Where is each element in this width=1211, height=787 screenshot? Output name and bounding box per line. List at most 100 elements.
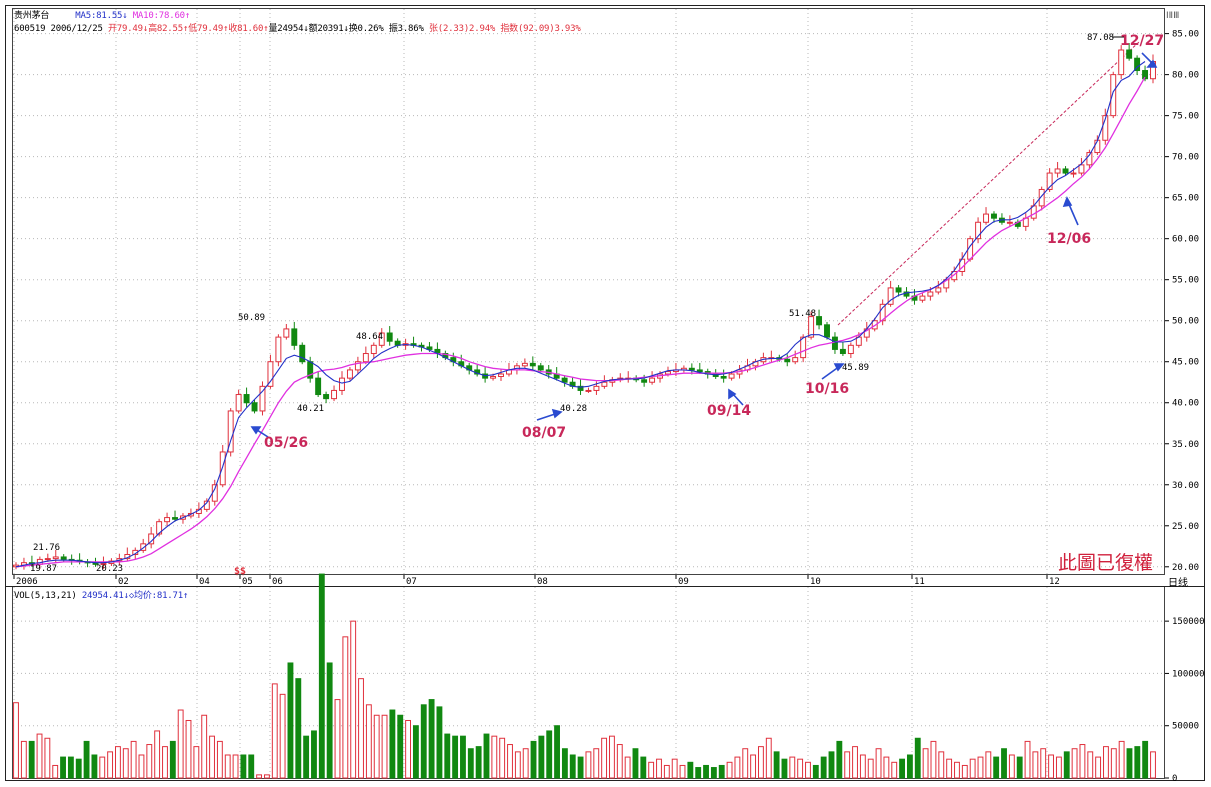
- volume-bar: [389, 709, 396, 779]
- candle: [831, 336, 838, 350]
- candle: [140, 543, 147, 551]
- volume-bar: [530, 740, 537, 779]
- volume-bars: [13, 573, 1156, 779]
- x-tick-label: 12: [1049, 577, 1060, 587]
- volume-bar: [805, 761, 811, 779]
- volume-bar: [703, 764, 709, 779]
- volume-bar: [671, 758, 678, 779]
- arrowhead-0807: [551, 408, 563, 419]
- price-label-20.23: 20.23: [96, 564, 123, 574]
- candle: [251, 402, 258, 412]
- volume-bar: [750, 754, 757, 779]
- volume-bar: [154, 730, 161, 779]
- candle: [235, 394, 242, 412]
- volume-bar: [162, 746, 168, 779]
- volume-bar: [640, 756, 647, 779]
- candle: [1086, 152, 1093, 166]
- volume-bar: [577, 756, 584, 779]
- candle: [847, 344, 854, 355]
- volume-bar: [1087, 751, 1094, 779]
- y-tick-label: 40.00: [1172, 399, 1199, 409]
- y-tick-label: 85.00: [1172, 30, 1199, 40]
- date-axis: 2006 02 04 05 06 07 08 09 10 11 12: [13, 575, 1060, 587]
- price-label-51.48: 51.48: [789, 309, 816, 319]
- volume-bar: [616, 744, 623, 779]
- volume-bar: [1063, 751, 1070, 779]
- candle: [291, 328, 298, 346]
- ma10-value: MA10:78.60↑: [132, 11, 191, 21]
- volume-bar: [420, 704, 427, 779]
- candle: [299, 344, 306, 363]
- volume-bar: [122, 748, 129, 779]
- y-tick-label: 55.00: [1172, 276, 1199, 286]
- volume-bar: [232, 754, 239, 779]
- candle: [283, 328, 290, 338]
- volume-bar: [75, 758, 82, 779]
- volume-bar: [624, 756, 631, 779]
- price-label-48.64: 48.64: [356, 332, 383, 342]
- candle: [808, 316, 815, 338]
- header-line-1: 贵州茅台 MA5:81.55↓ MA10:78.60↑: [14, 8, 190, 21]
- candle: [331, 389, 338, 400]
- turnover-value: 换0.26%: [348, 24, 384, 34]
- volume-bar: [467, 748, 474, 779]
- volume-bar: [1150, 751, 1156, 779]
- ma5-value: MA5:81.55↓: [75, 11, 128, 21]
- candle: [275, 336, 282, 363]
- annotation-0914: 09/14: [707, 403, 751, 419]
- volume-bar: [60, 756, 66, 779]
- volume-bar: [83, 740, 90, 779]
- candle: [490, 375, 497, 379]
- volume-bar: [1103, 746, 1109, 779]
- index-value: 指数(92.09)3.93%: [500, 24, 581, 34]
- volume-bar: [1055, 756, 1062, 779]
- candle: [943, 279, 950, 289]
- y-tick-label: 60.00: [1172, 235, 1199, 245]
- x-tick-label: 11: [914, 577, 925, 587]
- volume-bar: [358, 678, 364, 779]
- x-tick-label: 05: [242, 577, 253, 587]
- outer-frame: [5, 5, 1205, 781]
- price-label-87.08: 87.08: [1087, 33, 1114, 43]
- volume-bar: [326, 662, 333, 779]
- volume-bar: [318, 573, 325, 779]
- volume-bar: [146, 744, 153, 779]
- volume-bar: [240, 754, 247, 779]
- candle: [991, 213, 997, 219]
- panel-switch-icon[interactable]: ⅠⅡⅢ: [1166, 11, 1179, 21]
- volume-bar: [115, 746, 121, 779]
- volume-bar: [452, 735, 459, 779]
- candle: [887, 287, 894, 305]
- volume-bar: [185, 719, 192, 779]
- candle: [227, 410, 234, 453]
- candle: [800, 336, 807, 359]
- y-tick-label: 70.00: [1172, 153, 1199, 163]
- volume-bar: [742, 748, 749, 779]
- price-label-50.89: 50.89: [238, 313, 265, 323]
- volume-bar: [91, 754, 98, 779]
- volume-bar: [350, 620, 357, 779]
- volume-bar: [107, 751, 114, 779]
- volume-bar: [632, 748, 639, 779]
- volume-bar: [1016, 756, 1023, 779]
- x-tick-label: 07: [406, 577, 417, 587]
- volume-bar: [28, 740, 35, 779]
- volume-bar: [279, 693, 286, 779]
- candle: [824, 324, 830, 338]
- candle: [354, 361, 361, 371]
- ma5-line: [15, 61, 1146, 568]
- volume-bar: [844, 751, 851, 779]
- candle: [44, 558, 51, 561]
- candle: [1142, 70, 1149, 80]
- x-tick-label: 08: [537, 577, 548, 587]
- volume-bar: [546, 730, 553, 779]
- x-tick-label: 10: [810, 577, 821, 587]
- vol-tick-label: 100000: [1172, 669, 1205, 679]
- volume-bar: [969, 758, 976, 779]
- volume-bar: [710, 767, 717, 779]
- candle: [267, 361, 274, 387]
- candle: [1046, 172, 1053, 190]
- candle: [784, 358, 791, 363]
- candle: [927, 291, 934, 297]
- volume-bar: [554, 725, 560, 779]
